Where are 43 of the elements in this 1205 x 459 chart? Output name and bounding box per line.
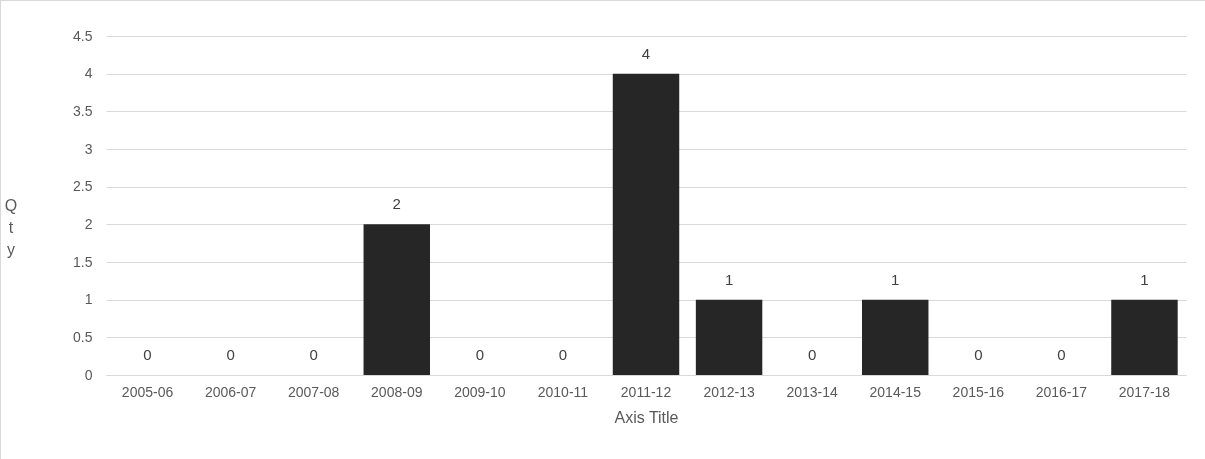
x-tick-label: 2012-13 bbox=[703, 383, 755, 400]
x-tick-label: 2007-08 bbox=[288, 383, 340, 400]
x-tick-label: 2011-12 bbox=[620, 383, 672, 400]
data-label: 0 bbox=[1057, 346, 1066, 363]
data-label: 0 bbox=[807, 346, 817, 363]
data-label: 1 bbox=[724, 270, 734, 288]
x-tick-label: 2009-10 bbox=[454, 383, 506, 400]
y-tick-label: 3.5 bbox=[73, 102, 93, 119]
bar bbox=[1111, 299, 1178, 375]
data-label: 1 bbox=[891, 270, 900, 288]
data-label: 0 bbox=[309, 346, 318, 363]
y-tick-label: 0 bbox=[84, 366, 93, 383]
x-tick-label: 2014-15 bbox=[869, 383, 922, 400]
data-label: 0 bbox=[475, 346, 485, 363]
data-label: 1 bbox=[1140, 270, 1149, 288]
y-tick-label: 1.5 bbox=[73, 253, 93, 270]
data-label: 0 bbox=[226, 346, 235, 363]
data-label: 0 bbox=[143, 346, 152, 363]
y-tick-label: 3 bbox=[84, 140, 93, 157]
x-axis-title: Axis Title bbox=[614, 408, 679, 426]
x-tick-label: 2008-09 bbox=[371, 383, 423, 400]
data-label: 0 bbox=[558, 346, 568, 363]
x-tick-label: 2005-06 bbox=[121, 383, 174, 400]
y-tick-label: 4 bbox=[84, 65, 93, 82]
y-tick-label: 0.5 bbox=[73, 328, 93, 345]
bar bbox=[612, 73, 680, 375]
y-tick-label: 2 bbox=[84, 215, 93, 232]
bar bbox=[695, 299, 763, 375]
y-axis-title: Qty bbox=[4, 197, 18, 258]
bar bbox=[862, 299, 929, 375]
x-tick-label: 2016-17 bbox=[1035, 383, 1088, 400]
x-tick-label: 2017-18 bbox=[1118, 383, 1171, 400]
x-tick-label: 2006-07 bbox=[204, 383, 257, 400]
y-tick-label: 1 bbox=[84, 291, 93, 308]
x-tick-label: 2010-11 bbox=[537, 383, 589, 400]
y-tick-label: 2.5 bbox=[73, 178, 93, 195]
data-label: 4 bbox=[641, 44, 651, 62]
data-label: 0 bbox=[974, 346, 983, 363]
y-tick-label: 4.5 bbox=[73, 27, 93, 44]
x-tick-label: 2015-16 bbox=[952, 383, 1005, 400]
data-label: 2 bbox=[392, 195, 401, 213]
x-tick-label: 2013-14 bbox=[786, 383, 839, 400]
bar bbox=[363, 224, 430, 375]
